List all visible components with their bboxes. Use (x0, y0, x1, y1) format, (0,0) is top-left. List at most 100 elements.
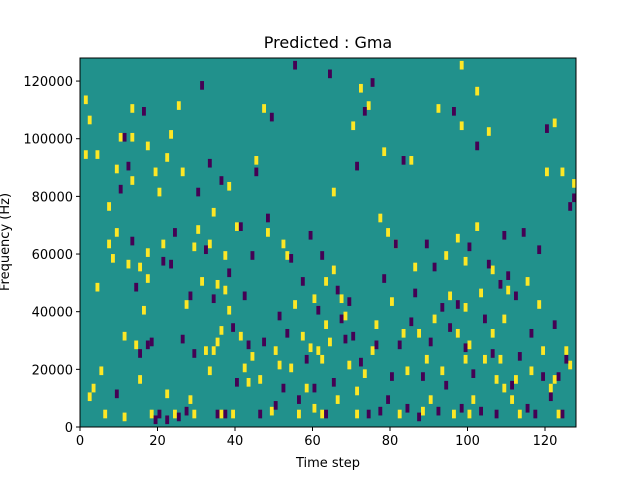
heatmap-cell-positive (514, 375, 518, 384)
heatmap-cell-negative (545, 124, 549, 133)
heatmap-cell-negative (215, 409, 220, 419)
heatmap-cell-positive (145, 274, 150, 283)
heatmap-cell-positive (157, 187, 162, 197)
heatmap-cell-positive (258, 375, 263, 384)
heatmap-cell-positive (103, 409, 108, 419)
heatmap-cell-negative (192, 349, 197, 358)
heatmap-cell-positive (463, 354, 468, 364)
heatmap-cell-negative (490, 349, 495, 358)
heatmap-cell-negative (173, 228, 177, 237)
heatmap-cell-positive (459, 60, 464, 70)
heatmap-cell-positive (409, 156, 414, 165)
x-tick-label: 100 (455, 434, 480, 449)
heatmap-cell-positive (463, 256, 468, 266)
heatmap-cell-negative (211, 294, 216, 304)
heatmap-cell-negative (436, 406, 441, 416)
x-tick-label: 40 (227, 434, 244, 449)
x-tick-label: 80 (382, 434, 399, 449)
heatmap-cell-negative (138, 349, 143, 358)
heatmap-cell-negative (149, 337, 154, 347)
heatmap-cell-positive (556, 409, 561, 419)
heatmap-cell-positive (517, 409, 522, 419)
heatmap-cell-negative (483, 314, 487, 324)
heatmap-cell-positive (525, 277, 530, 286)
heatmap-cell-positive (417, 328, 422, 338)
heatmap-cell-positive (405, 366, 410, 376)
heatmap-cell-negative (223, 409, 228, 419)
heatmap-cell-negative (343, 334, 348, 344)
heatmap-cell-negative (122, 132, 127, 142)
heatmap-cell-positive (83, 95, 88, 105)
plot-background (80, 58, 576, 427)
heatmap-cell-positive (153, 167, 158, 177)
heatmap-cell-negative (207, 158, 212, 168)
heatmap-cell-negative (312, 383, 317, 393)
heatmap-cell-positive (122, 412, 127, 422)
heatmap-cell-negative (459, 403, 464, 413)
heatmap-cell-positive (362, 369, 367, 378)
y-tick-label: 60000 (32, 248, 73, 263)
heatmap-cell-positive (355, 409, 360, 419)
heatmap-cell-positive (343, 311, 348, 321)
heatmap-cell-positive (572, 179, 577, 188)
heatmap-cell-negative (281, 383, 286, 393)
heatmap-cell-negative (304, 354, 309, 364)
heatmap-cell-negative (428, 337, 433, 347)
heatmap-cell-negative (126, 161, 131, 171)
heatmap-cell-positive (328, 337, 332, 347)
heatmap-cell-negative (142, 107, 146, 116)
heatmap-cell-negative (494, 409, 499, 419)
heatmap-cell-positive (490, 265, 495, 275)
heatmap-cell-positive (99, 366, 104, 376)
heatmap-cell-negative (134, 282, 139, 292)
heatmap-cell-negative (541, 372, 546, 381)
heatmap-cell-positive (552, 375, 557, 384)
heatmap-cell-positive (347, 360, 352, 370)
heatmap-cell-negative (204, 245, 208, 255)
heatmap-cell-positive (285, 251, 290, 260)
heatmap-cell-negative (572, 193, 577, 203)
heatmap-cell-positive (308, 343, 313, 353)
heatmap-cell-positive (463, 303, 468, 312)
heatmap-cell-positive (355, 386, 360, 396)
heatmap-cell-negative (316, 305, 321, 315)
heatmap-cell-negative (413, 288, 418, 298)
heatmap-cell-positive (479, 288, 484, 298)
heatmap-cell-positive (165, 389, 170, 399)
heatmap-cell-positive (223, 285, 228, 295)
heatmap-cell-positive (227, 181, 232, 191)
heatmap-cell-negative (227, 268, 232, 278)
heatmap-cell-positive (118, 132, 123, 142)
heatmap-cell-negative (165, 415, 170, 425)
heatmap-cell-negative (297, 395, 301, 404)
heatmap-cell-positive (436, 104, 441, 113)
chart-title: Predicted : Gma (264, 33, 392, 52)
heatmap-cell-positive (370, 346, 375, 355)
heatmap-cell-positive (250, 352, 255, 361)
plot-frame (79, 57, 577, 428)
heatmap-cell-positive (235, 222, 239, 231)
heatmap-cell-negative (335, 285, 340, 295)
heatmap-cell-positive (452, 409, 456, 419)
heatmap-cell-positive (87, 115, 92, 125)
heatmap-cell-positive (374, 320, 379, 329)
heatmap-cell-negative (498, 279, 503, 289)
heatmap-cell-positive (351, 121, 356, 131)
heatmap-cell-positive (293, 300, 298, 309)
heatmap-cell-positive (107, 239, 112, 249)
heatmap-cell-negative (347, 297, 352, 306)
x-tick-label: 60 (304, 434, 321, 449)
heatmap-cell-negative (145, 340, 150, 350)
heatmap-cell-positive (339, 294, 344, 304)
heatmap-cell-negative (386, 395, 391, 404)
heatmap-cell-negative (219, 176, 224, 185)
heatmap-cell-positive (382, 147, 387, 157)
heatmap-cell-negative (285, 328, 290, 338)
heatmap-cell-positive (192, 242, 197, 252)
y-axis: 0 20000 40000 60000 80000 100000 120000 (23, 75, 80, 436)
heatmap-cell-positive (130, 132, 135, 142)
heatmap-cell-positive (444, 251, 449, 260)
heatmap-cell-positive (289, 363, 294, 373)
heatmap-cell-positive (494, 375, 499, 384)
